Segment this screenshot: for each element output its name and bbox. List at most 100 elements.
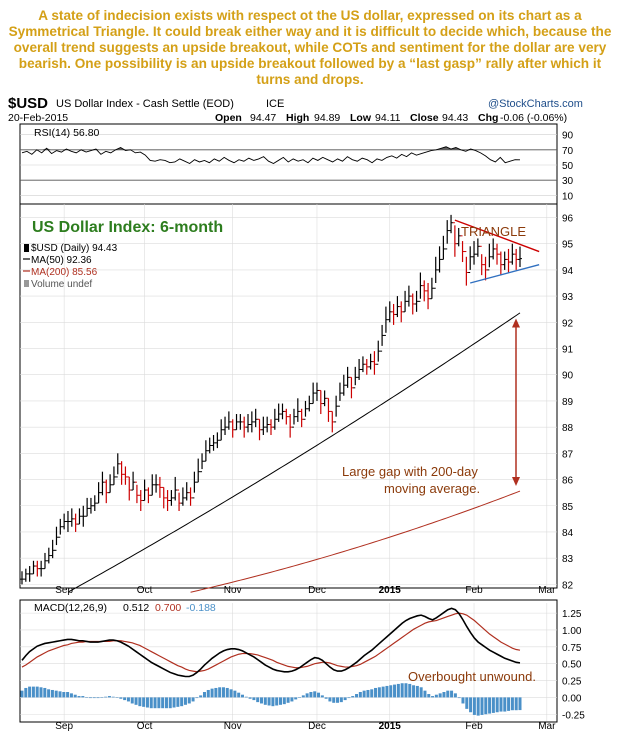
price-bar: [422, 280, 427, 302]
price-bar: [345, 366, 350, 388]
price-bar: [131, 471, 136, 491]
price-bar: [468, 246, 473, 274]
macd-histogram-bar: [404, 683, 408, 698]
annotation-triangle: TRIANGLE: [461, 224, 526, 239]
price-bar: [265, 416, 270, 433]
price-bar: [307, 395, 312, 412]
macd-histogram-bar: [119, 697, 123, 699]
price-bar: [272, 408, 277, 430]
price-bar: [314, 382, 319, 401]
price-bar: [445, 220, 450, 250]
price-bar: [399, 301, 404, 323]
price-bar: [50, 539, 55, 559]
macd-histogram-bar: [286, 697, 290, 703]
price-bar: [165, 490, 170, 511]
price-x-label: Oct: [137, 585, 153, 596]
macd-histogram-bar: [28, 686, 32, 698]
rsi-tick-label: 50: [562, 161, 574, 172]
macd-panel: -0.25 0.00 0.25 0.50 0.75 1.00 1.25: [20, 603, 585, 721]
price-bar: [184, 482, 189, 501]
macd-histogram-bar: [279, 697, 283, 705]
macd-histogram-bar: [39, 687, 43, 698]
low-label: Low: [350, 112, 372, 124]
price-bar: [180, 487, 185, 506]
macd-histogram-bar: [54, 690, 58, 698]
macd-histogram-bar: [263, 697, 267, 705]
price-bar: [138, 490, 143, 511]
change-value: -0.06 (-0.06%): [500, 112, 567, 124]
price-bar: [429, 277, 434, 300]
legend-ma200: MA(200) 85.56: [31, 267, 98, 278]
legend-usd: $USD (Daily) 94.43: [31, 243, 118, 254]
macd-histogram-bar: [202, 692, 206, 698]
macd-histogram-bar: [374, 687, 378, 698]
legend-ma50: MA(50) 92.36: [31, 255, 92, 266]
macd-histogram-bar: [69, 693, 73, 698]
price-bar: [261, 416, 266, 435]
macd-histogram-bar: [47, 689, 51, 698]
price-bar: [414, 290, 419, 312]
price-bar: [54, 526, 59, 551]
macd-x-label: 2015: [379, 721, 402, 732]
macd-histogram-bar: [305, 693, 309, 698]
macd-histogram-bar: [370, 689, 374, 698]
price-bar: [238, 414, 243, 430]
macd-histogram-bar: [100, 697, 104, 698]
macd-histogram-bar: [275, 697, 279, 706]
price-bar: [150, 474, 155, 496]
price-bar: [73, 513, 78, 532]
macd-line: [21, 607, 521, 678]
price-bar: [391, 303, 396, 325]
price-bar: [92, 495, 97, 511]
price-tick-label: 87: [562, 449, 574, 460]
macd-histogram-bar: [309, 692, 313, 698]
price-bar: [100, 471, 105, 496]
macd-histogram-bar: [240, 694, 244, 698]
price-bar: [311, 382, 316, 405]
macd-histogram-bar: [408, 683, 412, 698]
price-bar: [456, 227, 461, 247]
price-bar: [299, 408, 304, 428]
price-bar: [433, 256, 438, 289]
legend-swatch-volume: [24, 280, 29, 287]
macd-histogram-bar: [518, 697, 522, 711]
price-bar: [58, 518, 63, 538]
macd-histogram-bar: [442, 692, 446, 698]
price-bar: [357, 359, 362, 380]
price-bar: [104, 479, 109, 504]
price-x-label: 2015: [379, 585, 402, 596]
price-bar: [215, 432, 220, 449]
caption-text: A state of indecision exists with respec…: [8, 8, 612, 87]
macd-histogram-bar: [465, 697, 469, 709]
rsi-panel-frame: [19, 123, 558, 205]
price-bar: [334, 395, 339, 423]
macd-histogram-bar: [366, 689, 370, 698]
macd-histogram-bar: [77, 696, 81, 698]
price-bar: [337, 382, 342, 407]
macd-histogram-bar: [491, 697, 495, 713]
triangle-lower-line: [470, 263, 540, 284]
price-tick-label: 89: [562, 397, 574, 408]
price-bar: [437, 246, 442, 273]
price-bar: [372, 351, 377, 375]
macd-histogram-bar: [149, 697, 153, 709]
macd-histogram-bar: [381, 686, 385, 698]
macd-histogram-bar: [396, 683, 400, 698]
macd-histogram-bar: [336, 697, 340, 703]
price-bar: [387, 301, 392, 323]
macd-signal-value: 0.700: [155, 602, 181, 614]
rsi-tick-label: 30: [562, 176, 574, 187]
macd-histogram-bar: [138, 697, 142, 707]
price-tick-label: 92: [562, 318, 574, 329]
macd-x-label: Oct: [137, 721, 153, 732]
price-bar: [491, 238, 496, 260]
macd-histogram-bar: [58, 691, 62, 698]
macd-histogram-bar: [187, 697, 191, 704]
price-bar: [142, 479, 147, 502]
ma200-line: [190, 490, 521, 593]
price-bar: [479, 245, 484, 276]
price-bar: [230, 419, 235, 438]
price-bar: [475, 238, 480, 257]
macd-histogram-bar: [431, 696, 435, 698]
macd-x-label: Nov: [224, 721, 242, 732]
